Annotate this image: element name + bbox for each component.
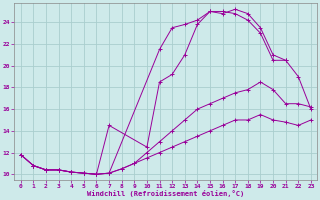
X-axis label: Windchill (Refroidissement éolien,°C): Windchill (Refroidissement éolien,°C) — [87, 190, 244, 197]
